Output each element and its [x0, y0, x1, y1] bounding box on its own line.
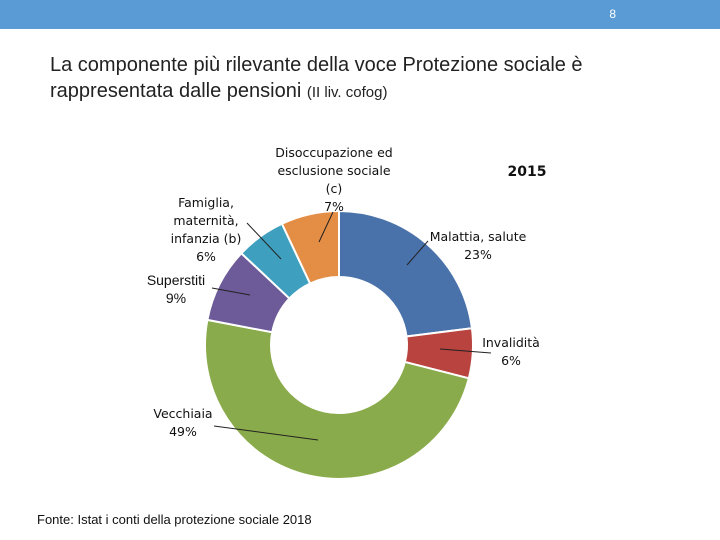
- slice-labels: Malattia, salute 23% Invalidità 6% Vecchiaia…: [147, 145, 540, 439]
- leader-line: [246, 222, 282, 260]
- leader-line: [406, 240, 429, 266]
- chart-title: 2015: [508, 164, 547, 180]
- slice-label-line: 6%: [196, 249, 216, 264]
- slide-title: La componente più rilevante della voce P…: [50, 52, 690, 106]
- slice-label-line: 49%: [169, 424, 197, 439]
- slice-vecchiaia: [204, 318, 471, 480]
- leader-line: [439, 348, 492, 354]
- slice-label-line: Malattia, salute: [430, 229, 527, 244]
- slice-label: Superstiti 9%: [147, 272, 205, 306]
- donut-slices: [204, 209, 474, 480]
- slice-label-line: Famiglia,: [178, 195, 234, 210]
- slice-label-line: maternità,: [173, 213, 238, 228]
- slice-label-line: 6%: [501, 353, 521, 368]
- leader-lines: [211, 211, 492, 441]
- leader-line: [213, 425, 319, 441]
- slice-label: Famiglia, maternità, infanzia (b) 6%: [171, 195, 242, 264]
- leader-line: [318, 211, 334, 243]
- slice-label-line: 23%: [464, 247, 492, 262]
- slice-label: Disoccupazione ed esclusione sociale (c) 7%: [275, 145, 392, 214]
- title-note: (II liv. cofog): [306, 84, 388, 101]
- slice-label-line: Superstiti: [147, 272, 205, 288]
- slice-label-line: Disoccupazione ed: [275, 145, 392, 160]
- header-bar: 8: [0, 0, 720, 29]
- title-main: La componente più rilevante della voce P…: [50, 54, 583, 102]
- slice-label-line: (c): [326, 181, 343, 196]
- slice-label-line: infanzia (b): [171, 231, 242, 246]
- slice-label-line: Invalidità: [482, 335, 540, 350]
- slice-label: Vecchiaia 49%: [153, 406, 212, 439]
- slice-label: Invalidità 6%: [482, 335, 540, 368]
- slice-label: Malattia, salute 23%: [430, 229, 527, 262]
- page-number: 8: [609, 7, 616, 21]
- source-note: Fonte: Istat i conti della protezione so…: [37, 512, 312, 527]
- slice-label-line: 7%: [324, 199, 344, 214]
- slice-label-line: 9%: [166, 290, 186, 306]
- slice-label-line: esclusione sociale: [277, 163, 390, 178]
- leader-line: [211, 287, 251, 296]
- slice-malattia-salute: [338, 209, 474, 338]
- slice-label-line: Vecchiaia: [153, 406, 212, 421]
